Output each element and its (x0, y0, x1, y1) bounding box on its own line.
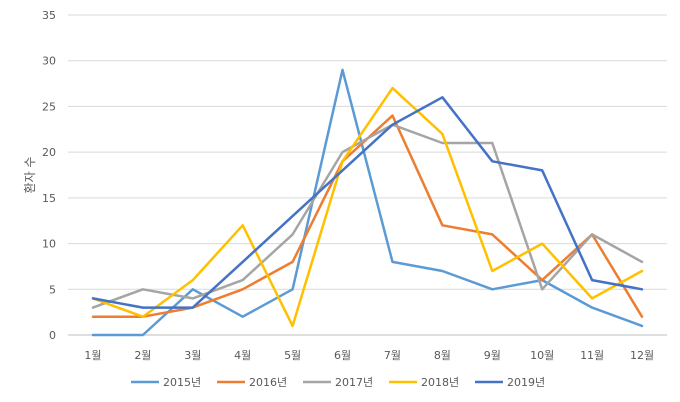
legend-item: 2018년 (389, 376, 459, 389)
legend-item: 2015년 (131, 376, 201, 389)
legend-item: 2016년 (217, 376, 287, 389)
y-tick-label: 0 (49, 329, 56, 342)
legend-item: 2019년 (475, 376, 545, 389)
y-axis-title: 환자 수 (23, 157, 37, 194)
series-line (91, 86, 644, 328)
legend-label: 2019년 (507, 376, 545, 389)
x-tick-label: 5월 (284, 349, 301, 362)
x-tick-label: 2월 (134, 349, 151, 362)
y-tick-label: 25 (42, 100, 56, 113)
legend-label: 2017년 (335, 376, 373, 389)
y-tick-label: 35 (42, 9, 56, 22)
x-tick-label: 6월 (334, 349, 351, 362)
x-tick-label: 10월 (530, 349, 554, 362)
legend-label: 2015년 (163, 376, 201, 389)
legend-label: 2016년 (249, 376, 287, 389)
y-tick-label: 20 (42, 146, 56, 159)
x-tick-label: 1월 (84, 349, 101, 362)
x-tick-label: 4월 (234, 349, 251, 362)
y-tick-label: 10 (42, 238, 56, 251)
series-lines (91, 68, 644, 337)
legend-item: 2017년 (303, 376, 373, 389)
x-tick-label: 8월 (434, 349, 451, 362)
legend-label: 2018년 (421, 376, 459, 389)
y-tick-label: 5 (49, 283, 56, 296)
y-tick-label: 15 (42, 192, 56, 205)
series-line (91, 114, 644, 318)
x-tick-label: 7월 (384, 349, 401, 362)
gridlines (68, 14, 667, 336)
x-axis-ticks: 1월 2월 3월 4월 5월 6월 7월 8월 9월 10월 11월 12월 (84, 349, 654, 362)
series-line (91, 96, 644, 309)
x-tick-label: 11월 (580, 349, 604, 362)
x-tick-label: 12월 (630, 349, 654, 362)
legend: 2015년 2016년 2017년 2018년 2019년 (131, 376, 545, 389)
x-tick-label: 9월 (484, 349, 501, 362)
x-tick-label: 3월 (184, 349, 201, 362)
y-axis-ticks: 0 5 10 15 20 25 30 35 (42, 9, 56, 342)
series-line (91, 123, 644, 309)
y-tick-label: 30 (42, 55, 56, 68)
